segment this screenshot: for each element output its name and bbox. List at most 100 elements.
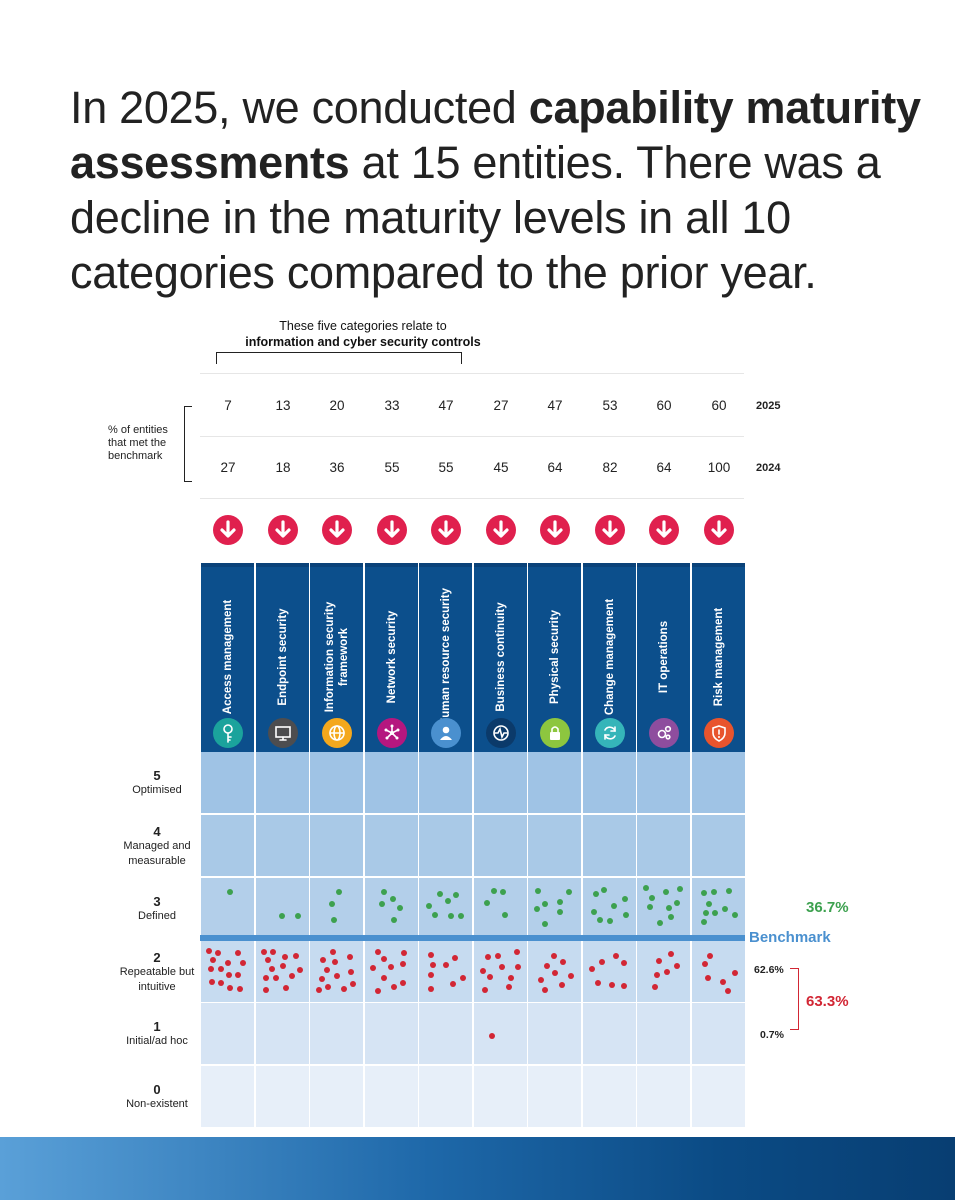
below-benchmark-total: 63.3% [806, 993, 849, 1010]
entity-dot-below-benchmark [281, 954, 288, 961]
entity-dot-above-benchmark [541, 920, 548, 927]
grid-cell-level-3 [474, 878, 527, 939]
down-arrow-icon [649, 515, 679, 545]
entity-dot-below-benchmark [387, 964, 394, 971]
pct-2024-access-management: 27 [220, 460, 236, 475]
level-label-2: 2 Repeatable but intuitive [110, 950, 204, 995]
category-label: Endpoint security [276, 608, 289, 706]
entity-dot-above-benchmark [457, 913, 464, 919]
grid-cell-level-3 [692, 878, 745, 939]
entity-dot-above-benchmark [711, 888, 718, 895]
entity-dot-above-benchmark [453, 891, 459, 898]
grid-cell-level-1 [310, 1003, 363, 1064]
network-icon [376, 718, 407, 748]
entity-dot-below-benchmark [400, 949, 407, 956]
level-number: 1 [153, 1019, 161, 1034]
bracket-caption-line1: These five categories relate to [279, 319, 447, 333]
down-arrow-icon [704, 515, 734, 545]
entity-dot-below-benchmark [261, 948, 268, 955]
category-header-physical-security: Physical security [528, 563, 581, 752]
divider-bottom [200, 498, 744, 499]
grid-cell-level-1 [692, 1003, 745, 1064]
level2-pct: 62.6% [754, 964, 784, 976]
entity-dot-below-benchmark [551, 970, 558, 977]
entity-dot-below-benchmark [349, 980, 356, 987]
shield-icon-glyph [711, 725, 726, 742]
entity-dot-above-benchmark [557, 899, 564, 905]
entity-dot-above-benchmark [596, 916, 603, 923]
entity-dot-above-benchmark [378, 901, 385, 907]
entity-dot-below-benchmark [375, 948, 382, 955]
level-number: 0 [153, 1082, 161, 1097]
entity-dot-above-benchmark [667, 913, 674, 920]
entity-dot-above-benchmark [621, 896, 628, 902]
level-number: 2 [153, 950, 161, 965]
entity-dot-below-benchmark [263, 986, 269, 993]
entity-dot-below-benchmark [731, 970, 738, 977]
grid-cell-level-0 [692, 1066, 745, 1127]
grid-cell-level-1 [474, 1003, 527, 1064]
entity-dot-below-benchmark [209, 957, 216, 964]
entity-dot-below-benchmark [217, 965, 224, 972]
entity-dot-above-benchmark [623, 911, 630, 918]
category-label: Information security framework [323, 601, 350, 713]
network-icon-glyph [384, 724, 399, 740]
person-icon-glyph [439, 726, 452, 740]
grid-cell-level-5 [419, 752, 472, 813]
entity-dot-above-benchmark [390, 916, 397, 923]
entity-dot-below-benchmark [663, 968, 670, 975]
entity-dot-below-benchmark [508, 974, 515, 981]
lock-icon [539, 718, 570, 748]
grid-cell-level-3 [310, 878, 363, 939]
pct-2025-human-resource-security: 47 [438, 398, 454, 413]
entity-dot-below-benchmark [609, 981, 616, 988]
entity-dot-below-benchmark [505, 983, 512, 990]
level-name: Non-existent [126, 1098, 188, 1110]
entity-dot-below-benchmark [225, 959, 232, 966]
entity-dot-below-benchmark [226, 985, 233, 992]
entity-dot-below-benchmark [568, 973, 574, 980]
grid-cell-level-0 [365, 1066, 418, 1127]
entity-dot-below-benchmark [482, 987, 489, 994]
entity-dot-below-benchmark [380, 975, 387, 982]
entity-dot-above-benchmark [677, 885, 683, 892]
grid-cell-level-4 [637, 815, 690, 876]
entity-dot-below-benchmark [375, 987, 381, 994]
entity-dot-below-benchmark [226, 971, 232, 978]
pct-2024-human-resource-security: 55 [438, 460, 454, 475]
entity-dot-above-benchmark [294, 913, 301, 919]
entity-dot-below-benchmark [550, 953, 557, 960]
down-arrow-icon [268, 515, 298, 545]
grid-cell-level-1 [419, 1003, 472, 1064]
grid-cell-level-5 [583, 752, 636, 813]
grid-cell-level-4 [310, 815, 363, 876]
grid-cell-level-2 [365, 941, 418, 1002]
entity-dot-below-benchmark [270, 949, 277, 956]
category-header-business-continuity: Business continuity [474, 563, 527, 752]
entity-dot-below-benchmark [324, 967, 330, 974]
grid-cell-level-1 [365, 1003, 418, 1064]
pct-2024-endpoint-security: 18 [275, 460, 291, 475]
grid-cell-level-4 [583, 815, 636, 876]
entity-dot-above-benchmark [674, 899, 681, 906]
grid-cell-level-5 [310, 752, 363, 813]
benchmark-line [200, 935, 745, 941]
pct-2025-endpoint-security: 13 [275, 398, 291, 413]
entity-dot-above-benchmark [700, 919, 707, 926]
entity-dot-below-benchmark [443, 961, 450, 968]
above-benchmark-pct: 36.7% [806, 899, 849, 916]
entity-dot-below-benchmark [430, 962, 437, 969]
monitor-icon-glyph [274, 726, 291, 741]
grid-cell-level-4 [365, 815, 418, 876]
entity-dot-below-benchmark [449, 981, 456, 988]
category-header-information-security-framework: Information security framework [310, 563, 363, 752]
pct-2025-network-security: 33 [384, 398, 400, 413]
grid-cell-level-3 [365, 878, 418, 939]
pct-2025-it-operations: 60 [656, 398, 672, 413]
level-name: Managed and measurable [123, 840, 191, 867]
entity-dot-above-benchmark [381, 888, 388, 895]
entity-dot-below-benchmark [265, 957, 272, 964]
globe-icon [321, 718, 352, 748]
entity-dot-above-benchmark [330, 916, 337, 923]
grid-cell-level-5 [256, 752, 309, 813]
